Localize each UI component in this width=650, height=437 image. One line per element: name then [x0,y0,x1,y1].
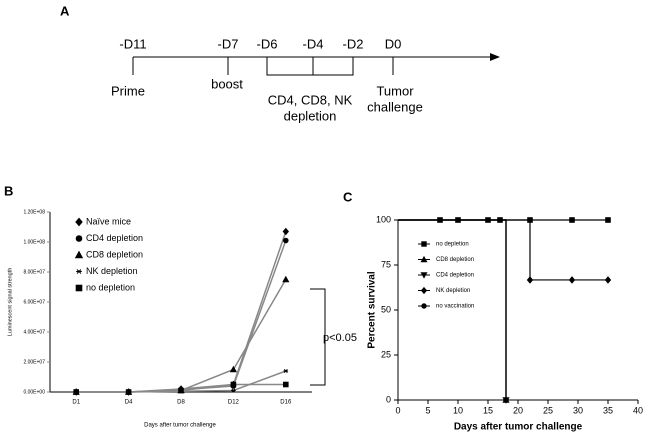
significance-bracket [310,288,326,386]
y-tick-label: 1.00E+08 [23,239,45,245]
marker [283,369,289,373]
y-tick-label: 0.00E+00 [23,389,45,395]
legend-label: Naïve mice [86,216,131,226]
x-tick-label: 30 [573,405,583,415]
marker [282,275,290,283]
timeline-day: -D11 [119,36,146,51]
axis [397,220,638,401]
legend-marker [421,303,427,309]
x-tick-label: 20 [513,405,523,415]
legend-label: CD8 depletion [86,249,143,259]
marker [604,276,612,284]
legend-marker [420,255,428,263]
legend-marker [74,250,84,259]
timeline-day: -D7 [218,36,239,51]
series-line [76,240,287,393]
legend-marker [76,269,82,274]
survival-line [398,219,507,400]
legend-label: CD8 depletion [436,257,474,263]
panel-letter: C [343,189,353,204]
y-axis-label: Luminescent signal strength [7,268,13,336]
marker [503,397,509,403]
y-tick-label: 100 [376,214,391,224]
x-tick-label: 25 [543,405,553,415]
marker [231,388,236,393]
series-line [76,279,287,393]
timeline-event: CD4, CD8, NK [268,92,353,107]
legend-marker [75,217,83,227]
marker [569,217,575,223]
marker [229,365,238,373]
legend-marker [420,286,428,295]
timeline-event: challenge [367,99,423,114]
timeline-event: depletion [284,108,337,123]
legend-marker [421,241,427,247]
marker [605,217,611,223]
legend-label: no vaccination [436,304,474,310]
survival-line [398,219,608,281]
timeline-event: Tumor [376,83,414,98]
x-tick-label: 10 [453,405,463,415]
legend-label: no depletion [436,242,469,248]
x-tick-label: 35 [603,405,613,415]
panel-letter: B [4,183,13,198]
marker [73,389,80,395]
legend-label: CD4 depletion [86,233,143,243]
y-tick-label: 4.00E+07 [23,329,45,335]
x-tick-label: D12 [228,400,240,406]
x-tick-label: 15 [483,405,493,415]
marker [283,381,289,388]
x-axis-label: Days after tumor challenge [144,423,216,429]
timeline-event: boost [211,76,243,91]
y-tick-label: 2.00E+07 [23,359,45,365]
annotation: p<0.05 [323,332,357,344]
timeline-event: Prime [111,83,145,98]
y-tick-label: 8.00E+07 [23,269,45,275]
timeline-day: D0 [385,36,402,51]
y-tick-label: 25 [381,349,391,359]
x-tick-label: D8 [177,400,185,406]
x-tick-label: D16 [280,400,292,406]
y-tick-label: 75 [381,259,391,269]
marker [568,276,576,284]
x-tick-label: D1 [72,400,80,406]
timeline-ticks [132,57,394,76]
marker [282,227,289,236]
x-axis-label: Days after tumor challenge [454,422,583,433]
legend-label: CD4 depletion [436,273,474,279]
marker [125,389,132,395]
x-tick-label: 5 [425,405,430,415]
legend-label: NK depletion [86,266,138,276]
timeline-day: -D2 [343,36,364,51]
y-tick-label: 0 [386,394,391,404]
marker [178,387,184,394]
y-tick-label: 1.20E+08 [23,209,45,215]
legend-marker [75,235,83,242]
marker [283,237,289,244]
y-axis-label: Percent survival [367,271,378,348]
marker [230,381,237,388]
legend-label: NK depletion [436,288,470,294]
timeline-day: -D4 [303,36,324,51]
timeline-day: -D6 [257,36,278,51]
marker [526,276,534,284]
y-tick-label: 6.00E+07 [23,299,45,305]
panel-letter: A [60,3,70,18]
x-tick-label: 40 [633,405,643,415]
legend-marker [420,272,428,279]
timeline-arrow [490,53,500,61]
legend-label: no depletion [86,282,135,292]
x-tick-label: 0 [395,405,400,415]
legend-marker [75,284,83,292]
y-tick-label: 50 [381,304,391,314]
x-tick-label: D4 [125,400,133,406]
